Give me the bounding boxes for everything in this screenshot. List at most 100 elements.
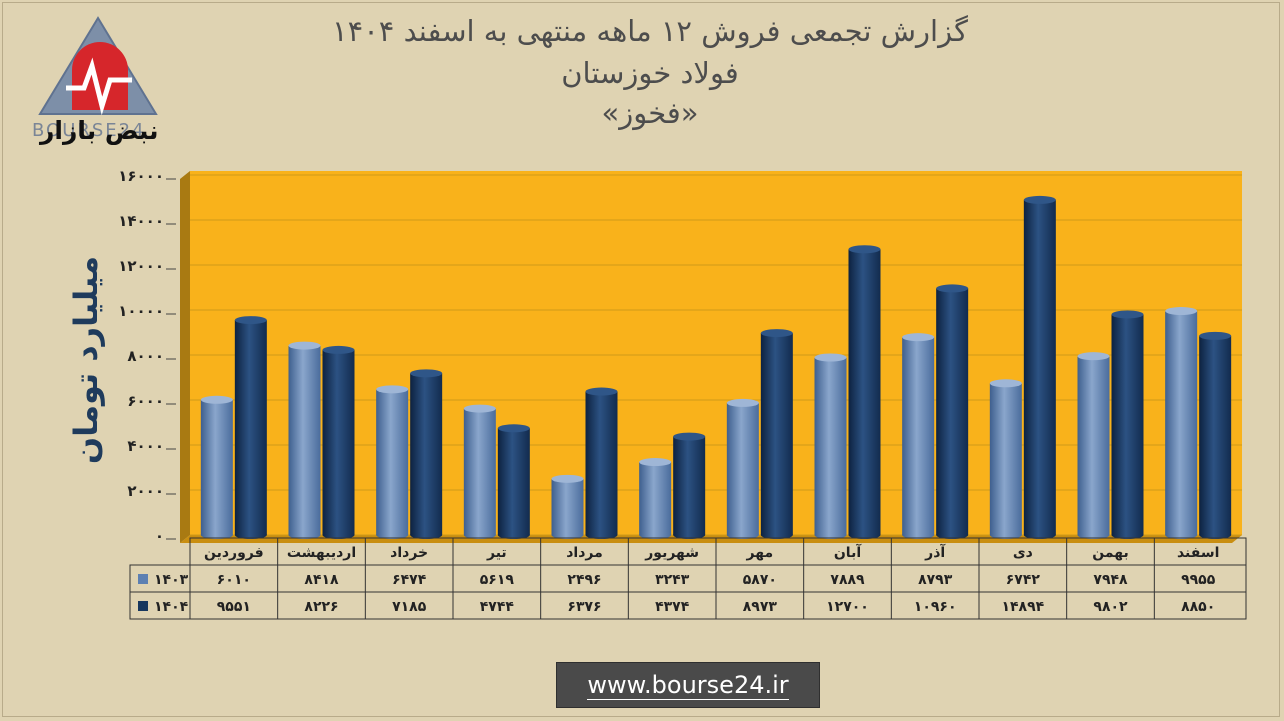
bar-1403 [463,404,496,539]
bar-1404 [848,245,881,539]
plot-side-wall [180,171,190,543]
bar-1404-cap [585,387,618,396]
bar-1404-cap [673,432,706,441]
x-tick-label: اسفند [1177,545,1219,561]
y-tick-label: ۶۰۰۰ [127,392,164,410]
data-label: ۱۲۷۰۰ [826,599,869,615]
bar-1403-base [551,531,584,539]
bar-1404-body [234,320,267,535]
bar-1403 [902,333,935,539]
data-label: ۹۵۵۱ [217,599,251,615]
bar-1404 [322,345,355,539]
bar-1404 [673,432,706,539]
bar-1403-base [639,531,672,539]
data-label: ۲۴۹۶ [567,572,601,588]
bar-1404-cap [1111,310,1144,319]
y-tick-label: ۱۶۰۰۰ [118,167,164,185]
x-tick-label: اردیبهشت [287,545,356,561]
data-label: ۶۴۷۴ [392,572,427,588]
data-label: ۶۰۱۰ [217,572,251,588]
x-tick-label: خرداد [390,545,428,561]
bar-1403-cap [902,333,935,342]
bar-1404-body [760,333,793,535]
bar-1404-base [585,531,618,539]
bar-1404-body [1199,335,1232,535]
bar-1403-body [814,357,847,535]
x-tick-label: بهمن [1092,545,1128,561]
bar-1404-base [410,531,443,539]
bar-1403-base [1077,531,1110,539]
bar-1404 [410,369,443,539]
bar-1403-body [551,478,584,535]
bar-1403-body [288,345,321,535]
bar-1404-body [1023,199,1056,535]
data-label: ۶۳۷۶ [567,599,601,615]
bar-1404-base [848,531,881,539]
data-label: ۴۷۴۴ [480,599,515,615]
bar-1403-body [989,383,1022,535]
bar-1404-body [585,391,618,535]
bar-1403 [814,353,847,539]
bar-1403-base [989,531,1022,539]
bar-1404-base [1199,531,1232,539]
bar-1403-cap [376,385,409,394]
pulse-line-icon [66,57,132,116]
plot-area [190,171,1242,535]
bar-1404-body [410,373,443,535]
bar-1403-cap [288,341,321,350]
bar-1403-body [1165,311,1198,535]
bar-1403-body [902,337,935,535]
bar-1404 [1023,195,1056,539]
bar-1403-body [200,399,233,535]
x-tick-label: مرداد [566,545,603,561]
y-tick-label: ۱۴۰۰۰ [118,212,164,230]
logo-subtext: BOURSE24 [32,120,146,141]
bar-1404-base [936,531,969,539]
bar-1404-cap [760,329,793,338]
plot-floor [180,535,1242,543]
bar-1404 [1199,331,1232,539]
bar-1403-base [1165,531,1198,539]
bar-1403-body [463,408,496,535]
bar-1403-body [639,462,672,535]
x-tick-label: فروردین [204,545,264,561]
bar-1403 [288,341,321,539]
logo-arch-icon [72,42,128,110]
legend-key-0 [138,574,148,584]
bar-1404-cap [234,316,267,325]
bar-1403 [989,379,1022,539]
x-tick-label: آذر [924,543,946,561]
logo-brand-text: نبض بازار [40,116,159,145]
brand-logo [38,16,158,116]
bar-1403 [551,474,584,539]
website-url-box[interactable]: www.bourse24.ir [556,662,820,708]
data-label: ۸۸۵۰ [1181,599,1215,615]
data-label: ۳۲۴۳ [655,572,690,588]
y-tick-label: ۱۲۰۰۰ [118,257,164,275]
data-label: ۷۹۴۸ [1093,572,1128,588]
bar-1403-base [376,531,409,539]
x-tick-label: مهر [746,545,774,561]
y-tick-label: ۴۰۰۰ [127,437,164,455]
data-label: ۵۶۱۹ [480,572,515,588]
data-label: ۹۹۵۵ [1181,572,1216,588]
bar-1404 [1111,310,1144,539]
bar-1404-body [497,428,530,535]
bar-1403 [1077,352,1110,539]
bar-1403-body [376,389,409,535]
bar-1403-cap [726,398,759,407]
data-label: ۸۷۹۳ [918,572,953,588]
data-label: ۴۳۷۴ [655,599,690,615]
bar-1404 [234,316,267,539]
website-url[interactable]: www.bourse24.ir [587,671,789,700]
bar-1404 [497,424,530,539]
bar-1404-base [760,531,793,539]
bar-1403-base [726,531,759,539]
x-tick-label: شهریور [644,545,699,561]
bar-1404-base [322,531,355,539]
bar-1404-cap [1199,331,1232,340]
bar-1404-cap [1023,195,1056,204]
bar-1404-cap [497,424,530,433]
data-label: ۸۹۷۳ [743,599,778,615]
